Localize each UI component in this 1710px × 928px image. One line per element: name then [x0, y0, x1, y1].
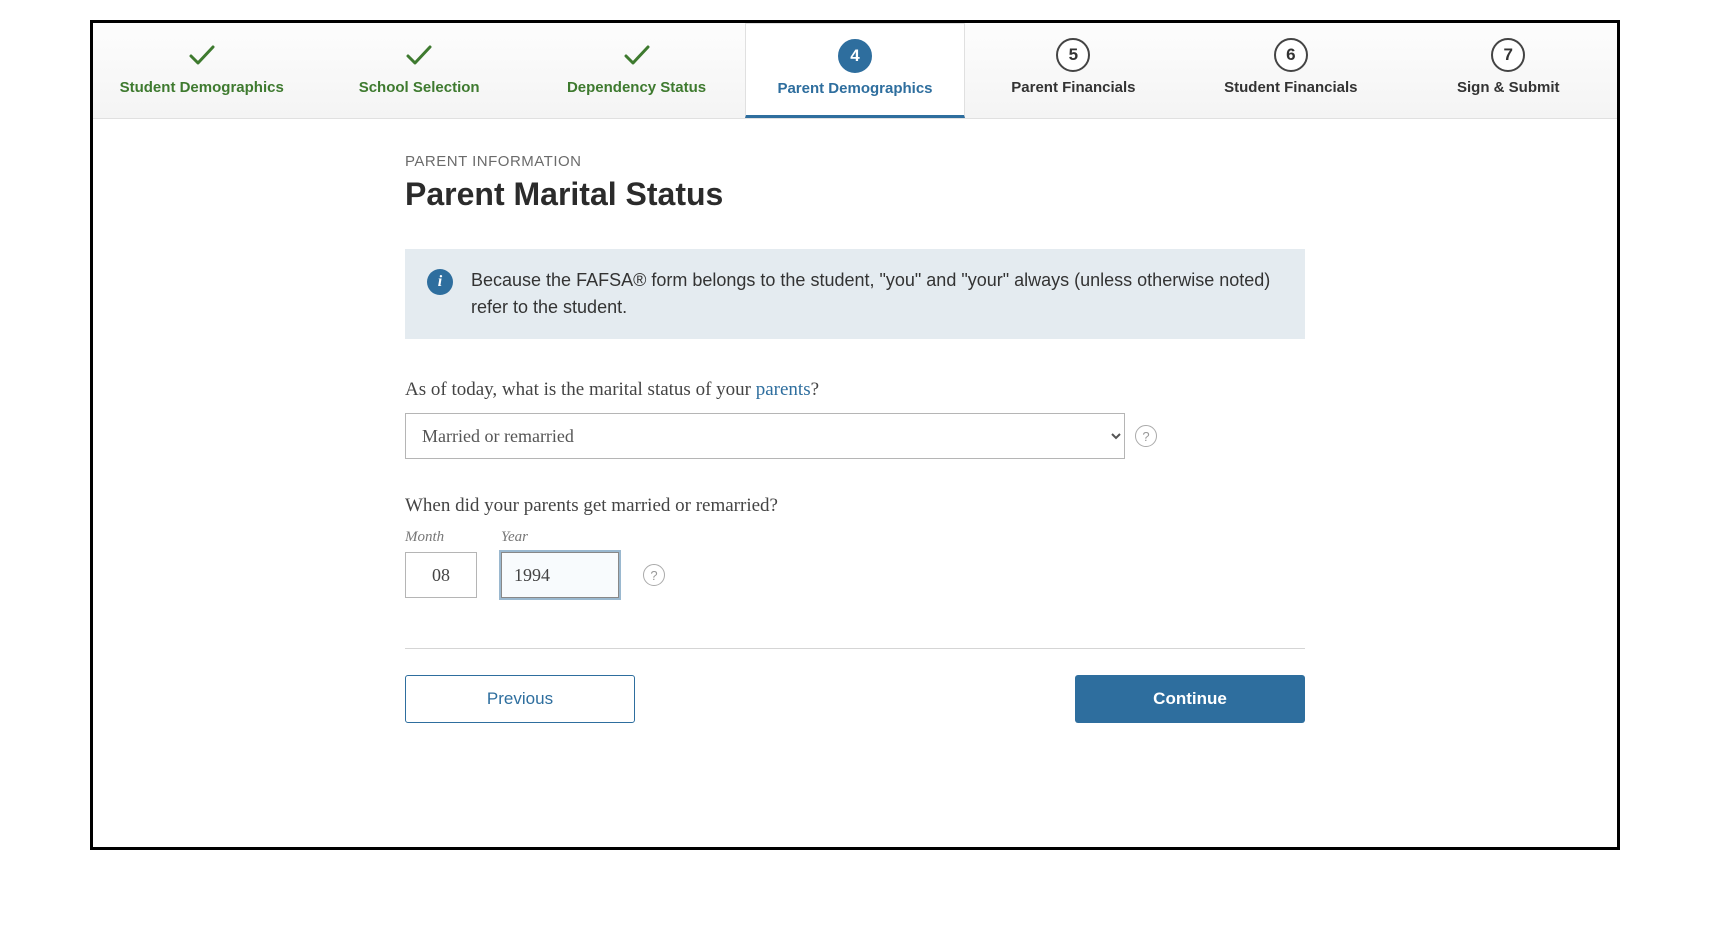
help-icon[interactable]: ? [643, 564, 665, 586]
nav-button-row: Previous Continue [405, 675, 1305, 723]
step-2[interactable]: School Selection [310, 23, 527, 118]
year-label: Year [501, 529, 619, 546]
month-input[interactable] [405, 552, 477, 598]
step-1[interactable]: Student Demographics [93, 23, 310, 118]
step-label: Sign & Submit [1406, 79, 1611, 96]
step-label: Parent Financials [971, 79, 1176, 96]
page-title: Parent Marital Status [405, 176, 1305, 213]
year-input[interactable] [501, 552, 619, 598]
parents-link[interactable]: parents [756, 379, 811, 400]
step-7[interactable]: 7 Sign & Submit [1400, 23, 1617, 118]
check-icon [99, 37, 304, 73]
step-number: 7 [1491, 38, 1525, 72]
step-6[interactable]: 6 Student Financials [1182, 23, 1399, 118]
step-label: Student Demographics [99, 79, 304, 96]
step-number-badge: 4 [752, 38, 957, 74]
step-label: Dependency Status [534, 79, 739, 96]
check-icon [534, 37, 739, 73]
help-icon[interactable]: ? [1135, 425, 1157, 447]
marriage-date-group: Month Year ? [405, 529, 1305, 598]
divider [405, 648, 1305, 649]
step-3[interactable]: Dependency Status [528, 23, 745, 118]
info-text: Because the FAFSA® form belongs to the s… [471, 267, 1283, 321]
continue-button[interactable]: Continue [1075, 675, 1305, 723]
year-column: Year [501, 529, 619, 598]
step-label: Parent Demographics [752, 80, 957, 97]
section-eyebrow: PARENT INFORMATION [405, 153, 1305, 170]
main-content: PARENT INFORMATION Parent Marital Status… [395, 119, 1315, 723]
step-4[interactable]: 4 Parent Demographics [745, 23, 964, 118]
step-number-badge: 5 [971, 37, 1176, 73]
marital-status-row: Married or remarried ? [405, 413, 1305, 459]
month-label: Month [405, 529, 477, 546]
info-callout: i Because the FAFSA® form belongs to the… [405, 249, 1305, 339]
progress-steps: Student Demographics School Selection Depe… [93, 23, 1617, 119]
month-column: Month [405, 529, 477, 598]
step-number: 6 [1274, 38, 1308, 72]
app-frame: Student Demographics School Selection Depe… [90, 20, 1620, 850]
marital-status-select[interactable]: Married or remarried [405, 413, 1125, 459]
step-label: School Selection [316, 79, 521, 96]
step-5[interactable]: 5 Parent Financials [965, 23, 1182, 118]
previous-button[interactable]: Previous [405, 675, 635, 723]
q1-prefix: As of today, what is the marital status … [405, 379, 756, 400]
info-icon: i [427, 269, 453, 295]
check-icon [316, 37, 521, 73]
step-number: 5 [1056, 38, 1090, 72]
step-number-badge: 7 [1406, 37, 1611, 73]
marital-status-question: As of today, what is the marital status … [405, 379, 1305, 401]
q1-suffix: ? [811, 379, 819, 400]
step-label: Student Financials [1188, 79, 1393, 96]
marriage-date-question: When did your parents get married or rem… [405, 495, 1305, 517]
step-number-badge: 6 [1188, 37, 1393, 73]
step-number: 4 [838, 39, 872, 73]
